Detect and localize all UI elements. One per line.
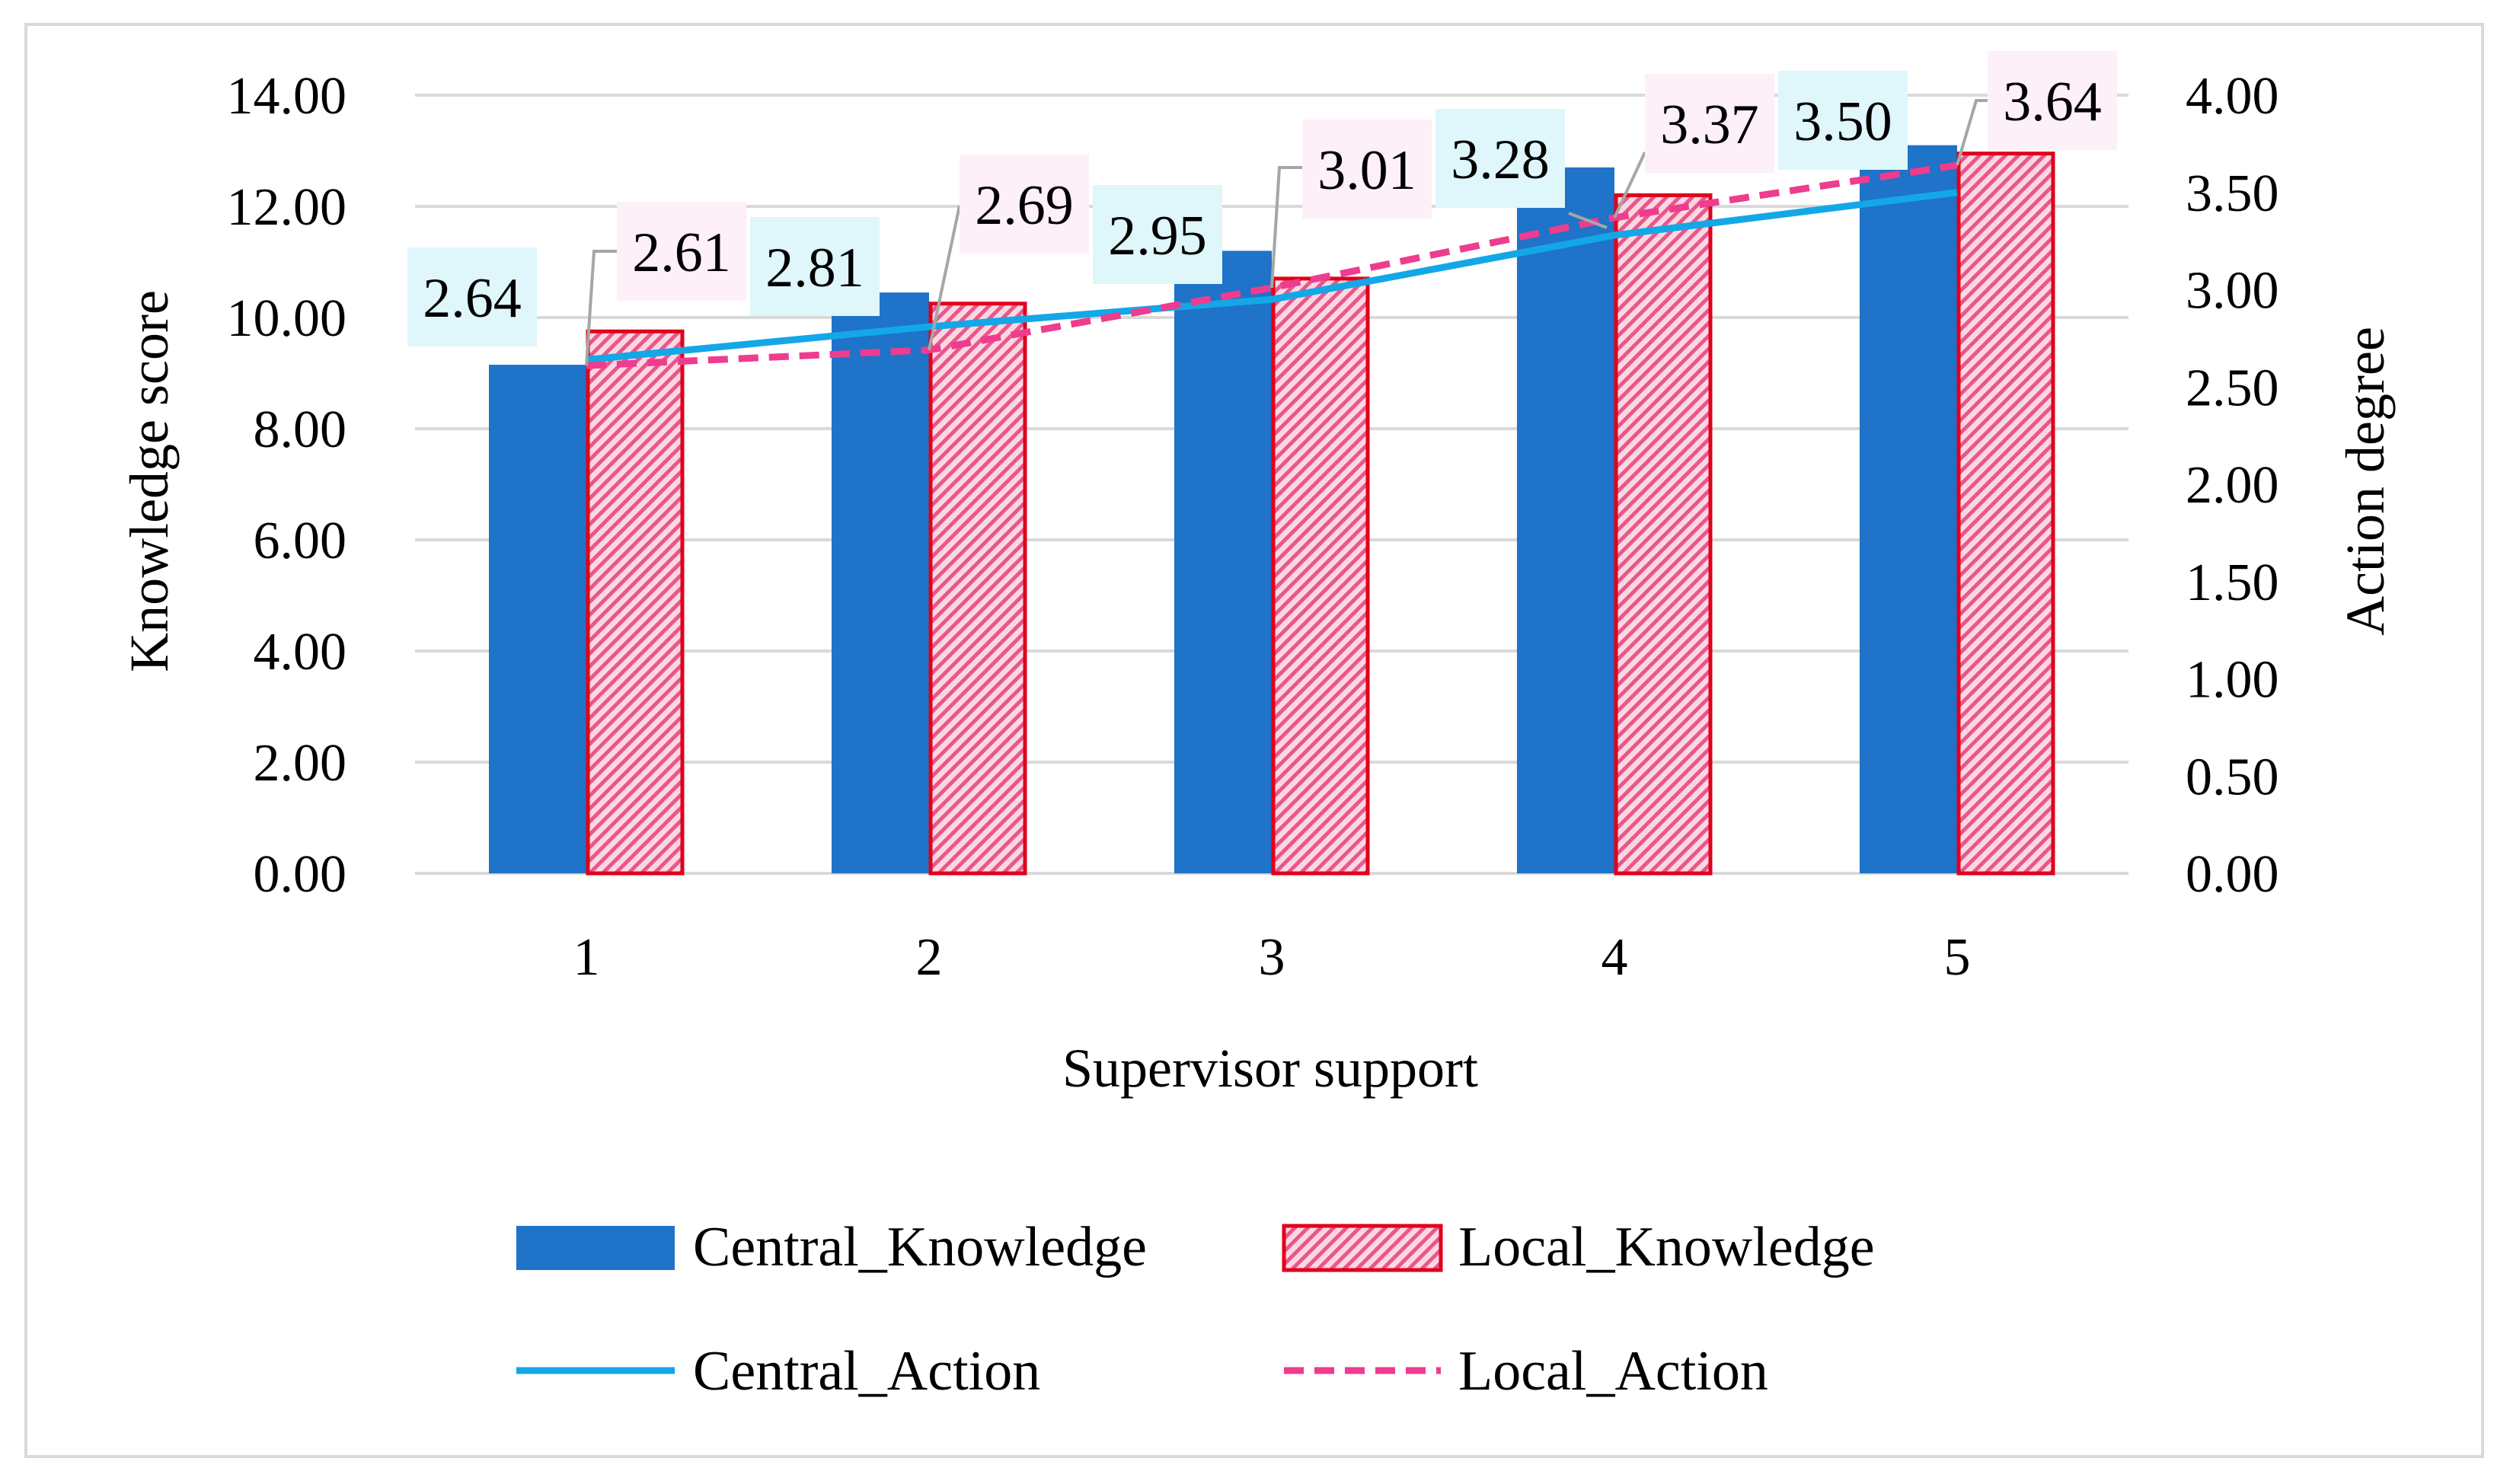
legend-label-local-action: Local_Action xyxy=(1458,1340,1768,1403)
bars xyxy=(489,145,2055,876)
line-local-action xyxy=(586,161,1958,369)
y-axis-ticks: 0.00 2.00 4.00 6.00 8.00 10.00 12.00 14.00 xyxy=(227,67,347,904)
x-axis-title: Supervisor support xyxy=(1062,1038,1478,1099)
legend-label-local-knowledge: Local_Knowledge xyxy=(1458,1216,1875,1278)
y-axis-title: Knowledge score xyxy=(119,290,180,672)
bar-local-knowledge xyxy=(928,302,1027,876)
x-tick-label: 2 xyxy=(916,928,943,987)
y-tick-label: 12.00 xyxy=(227,178,347,237)
leader-line xyxy=(1568,212,1608,229)
bar-central-knowledge xyxy=(1860,145,1957,873)
x-tick-label: 1 xyxy=(573,928,600,987)
y-tick-label: 10.00 xyxy=(227,289,347,348)
legend-swatch-local-knowledge xyxy=(1282,1224,1443,1272)
y-tick-label: 0.00 xyxy=(254,845,347,904)
y2-tick-label: 0.50 xyxy=(2186,748,2279,806)
line-central-action xyxy=(586,189,1958,363)
y2-tick-label: 3.00 xyxy=(2186,262,2279,321)
y2-tick-label: 1.00 xyxy=(2186,651,2279,710)
leader-line xyxy=(1956,99,1988,166)
leader-line xyxy=(1270,166,1302,289)
y2-tick-label: 2.00 xyxy=(2186,456,2279,515)
leader-line xyxy=(1613,152,1646,219)
data-labels: 2.64 2.81 2.95 3.28 3.50 2.61 2.69 3.01 3.37 3.64 xyxy=(407,51,2117,346)
label-central-action-box xyxy=(750,217,880,316)
label-local-action: 3.01 xyxy=(1317,139,1416,202)
label-central-action-box xyxy=(1435,109,1565,208)
y2-axis-ticks: 0.00 0.50 1.00 1.50 2.00 2.50 3.00 3.50 4.00 xyxy=(2186,67,2279,904)
bar-central-knowledge xyxy=(832,292,929,873)
bar-central-knowledge xyxy=(1174,251,1272,873)
label-central-action: 2.95 xyxy=(1108,205,1207,267)
bar-local-knowledge xyxy=(1271,276,1370,876)
bar-local-knowledge xyxy=(1956,152,2055,876)
label-local-action: 3.37 xyxy=(1660,94,1759,156)
label-local-action-box xyxy=(1645,74,1774,173)
label-central-action-box xyxy=(1778,71,1908,170)
label-local-action-box xyxy=(1988,51,2117,150)
label-local-action-box xyxy=(960,155,1089,254)
y2-tick-label: 0.00 xyxy=(2186,845,2279,904)
bar-central-knowledge xyxy=(1517,167,1614,873)
legend-label-central-knowledge: Central_Knowledge xyxy=(693,1216,1147,1278)
y-tick-label: 2.00 xyxy=(254,734,347,793)
y2-tick-label: 1.50 xyxy=(2186,554,2279,612)
leader-line xyxy=(585,250,617,366)
bar-local-knowledge xyxy=(586,329,685,876)
y-tick-label: 4.00 xyxy=(254,623,347,681)
label-local-action: 3.64 xyxy=(2003,71,2102,133)
label-local-action-box xyxy=(617,202,746,301)
label-central-action: 3.50 xyxy=(1793,91,1892,153)
legend-swatch-central-knowledge xyxy=(516,1226,675,1270)
y2-tick-label: 2.50 xyxy=(2186,359,2279,417)
x-tick-label: 5 xyxy=(1944,928,1971,987)
y-tick-label: 14.00 xyxy=(227,67,347,126)
legend-label-central-action: Central_Action xyxy=(693,1340,1040,1403)
bar-central-knowledge xyxy=(489,365,586,873)
x-tick-label: 3 xyxy=(1259,928,1285,987)
label-leader-lines xyxy=(585,99,1988,366)
x-tick-label: 4 xyxy=(1601,928,1628,987)
bar-local-knowledge xyxy=(1614,193,1713,876)
leader-line xyxy=(928,205,961,351)
y-tick-label: 6.00 xyxy=(254,512,347,570)
label-central-action: 3.28 xyxy=(1451,129,1550,191)
y2-tick-label: 3.50 xyxy=(2186,164,2279,223)
label-central-action-box xyxy=(407,247,537,346)
label-central-action-box xyxy=(1093,185,1222,284)
label-central-action: 2.64 xyxy=(423,267,522,330)
y2-axis-title: Action degree xyxy=(2335,327,2396,636)
lines xyxy=(586,161,1958,369)
y-tick-label: 8.00 xyxy=(254,401,347,459)
label-central-action: 2.81 xyxy=(765,237,864,299)
x-axis-ticks: 1 2 3 4 5 xyxy=(573,928,1971,987)
y2-tick-label: 4.00 xyxy=(2186,67,2279,126)
label-local-action: 2.61 xyxy=(632,222,731,284)
legend: Central_Knowledge Local_Knowledge Central_… xyxy=(516,1216,1875,1403)
label-local-action: 2.69 xyxy=(975,174,1074,237)
label-local-action-box xyxy=(1302,120,1432,219)
